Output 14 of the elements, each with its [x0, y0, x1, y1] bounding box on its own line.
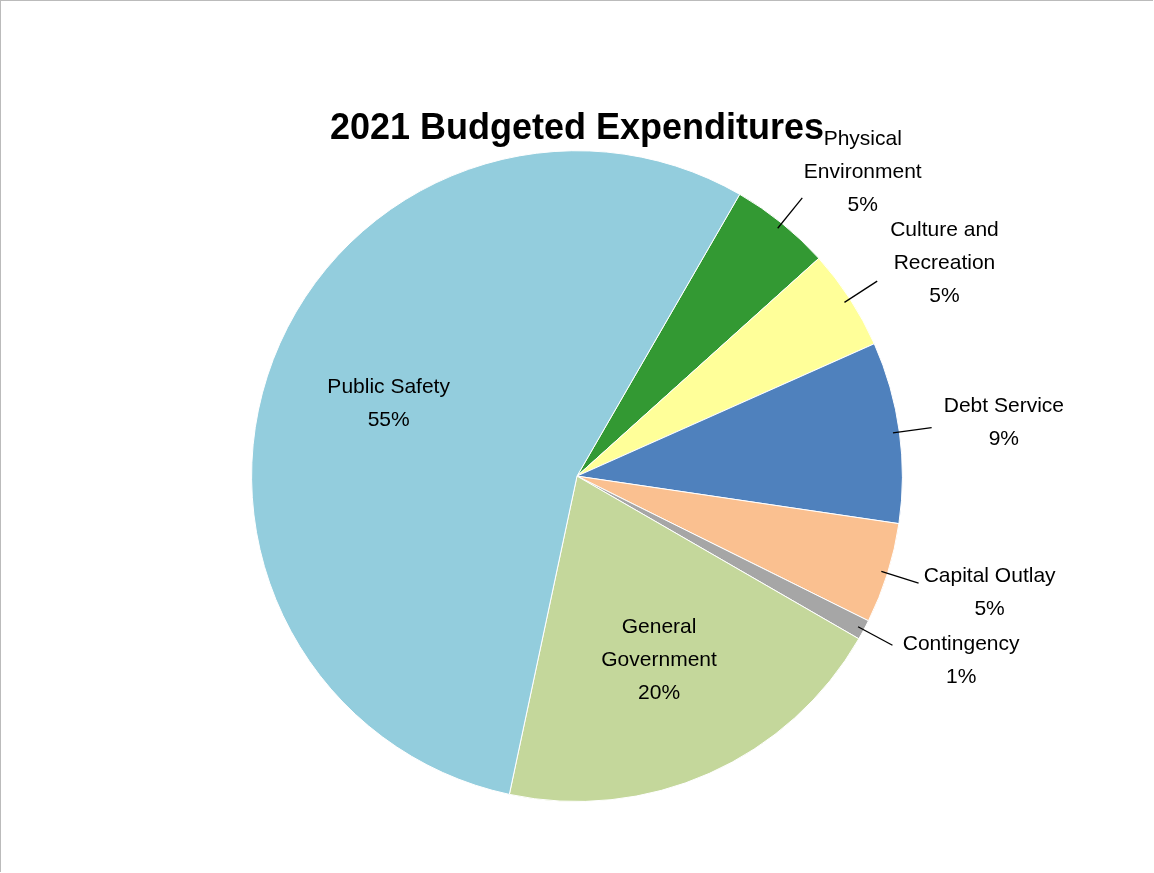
slice-label: Public Safety	[327, 374, 451, 398]
slice-label: Contingency	[902, 630, 1020, 654]
slice-label: Culture and Recreation	[890, 217, 999, 274]
slice-label: General Government	[601, 614, 717, 671]
data-label: 5%	[974, 596, 1005, 620]
data-label: 5%	[847, 192, 878, 216]
data-label: 55%	[367, 407, 410, 431]
data-label: 9%	[988, 426, 1020, 450]
data-label: 20%	[638, 680, 681, 704]
chart-title: 2021 Budgeted Expenditures	[329, 105, 825, 147]
slice-label: Capital Outlay	[923, 563, 1057, 587]
data-label: 5%	[929, 283, 960, 307]
slice-label: Debt Service	[943, 393, 1064, 417]
data-label: 1%	[945, 663, 977, 687]
